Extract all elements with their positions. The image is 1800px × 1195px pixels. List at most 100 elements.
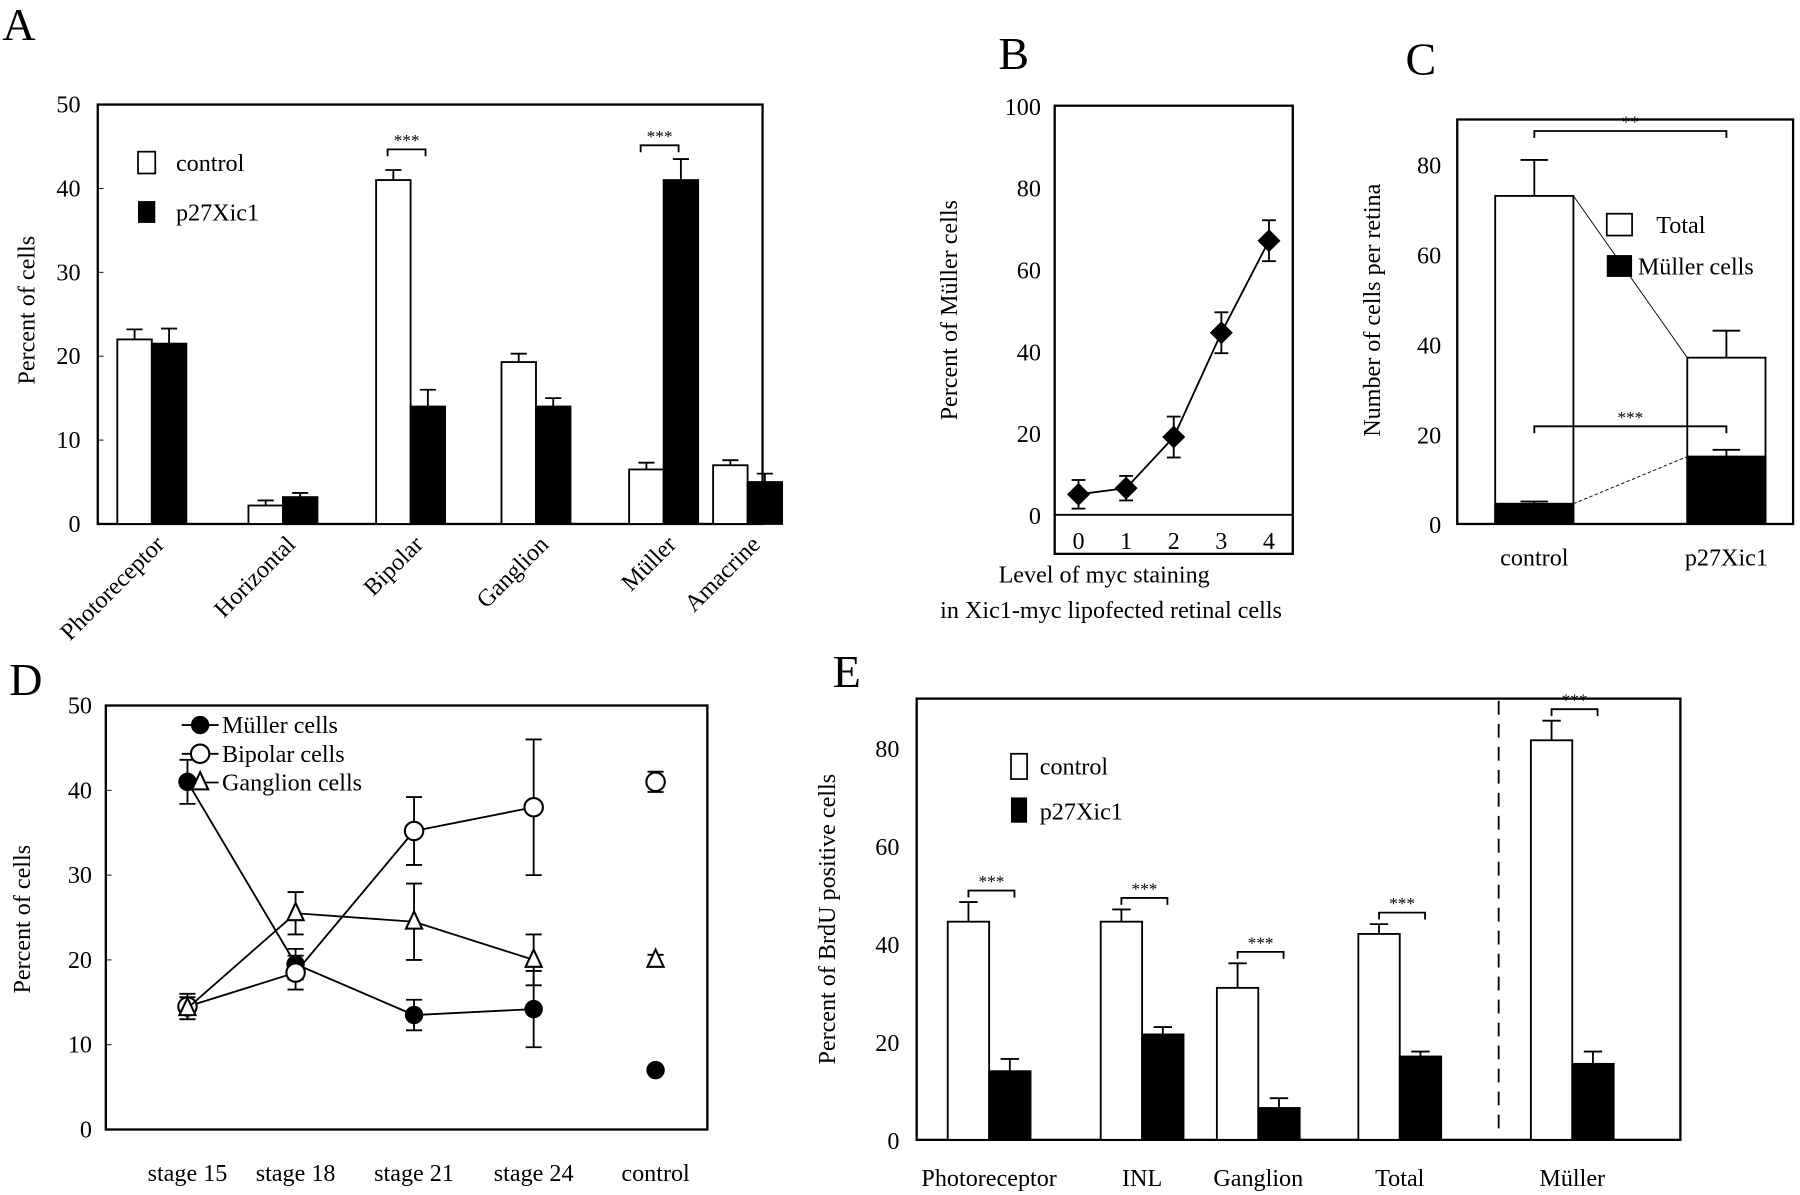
ticks-c: 0 20 40 60 80 <box>1417 153 1441 540</box>
panel-label-c: C <box>1405 34 1436 85</box>
y-tick-label: 0 <box>80 1117 92 1144</box>
y-tick-label: 60 <box>1017 258 1041 285</box>
significance-bracket <box>1550 708 1599 717</box>
x-categories-c: control p27Xic1 <box>1500 544 1768 571</box>
significance-bracket <box>967 889 1016 898</box>
significance-stars: *** <box>1562 691 1588 710</box>
filled-circle-marker <box>404 1005 424 1025</box>
bar-control <box>375 179 412 525</box>
x-tick-label: 4 <box>1263 528 1275 555</box>
ticks-e: 0 20 40 60 80 <box>875 736 899 1155</box>
bars-e: *** *** *** *** *** <box>946 691 1615 1141</box>
ticks-b: 0 20 40 60 80 100 0 1 2 3 4 <box>1005 94 1293 555</box>
legend-label-p27xic1: p27Xic1 <box>176 200 259 227</box>
significance-bracket <box>1120 897 1169 905</box>
significance-stars: *** <box>979 872 1005 891</box>
legend-c: Total Müller cells <box>1605 212 1754 281</box>
bar-control <box>628 468 665 525</box>
y-axis-label-a: Percent of cells <box>13 236 40 385</box>
legend-swatch-control <box>137 150 157 175</box>
bar-p27xic1 <box>1141 1033 1185 1141</box>
panel-d: D Percent of cells 0 10 20 30 40 50 stage 15 st… <box>9 654 709 1187</box>
bar-p27xic1 <box>1571 1062 1615 1141</box>
filled-circle-marker <box>646 1060 665 1080</box>
y-axis-label-c: Number of cells per retina <box>1359 183 1386 436</box>
bar-p27xic1 <box>988 1070 1032 1141</box>
x-category-label: Ganglion <box>1213 1165 1303 1192</box>
y-axis-label-d: Percent of cells <box>9 845 36 994</box>
diamond-marker <box>1114 476 1138 500</box>
bars-c: ***** <box>1494 113 1767 525</box>
legend-label-control-e: control <box>1040 753 1109 780</box>
x-tick-label: 1 <box>1120 528 1132 555</box>
y-tick-label: 100 <box>1005 94 1041 121</box>
bar-muller <box>1494 502 1575 525</box>
legend-label-muller: Müller cells <box>1638 254 1754 281</box>
y-tick-label: 40 <box>68 777 92 804</box>
x-tick-label: 2 <box>1168 528 1180 555</box>
y-tick-label: 50 <box>68 693 92 720</box>
bars-a: *** *** <box>116 127 784 525</box>
series-line-1 <box>187 806 534 1008</box>
legend-swatch-p27xic1 <box>138 201 156 223</box>
y-tick-label: 10 <box>68 1032 92 1059</box>
bar-p27xic1 <box>746 481 784 525</box>
diamond-marker <box>1067 482 1091 506</box>
y-tick-label: 20 <box>1417 422 1441 449</box>
y-ticks-a: 0 10 20 30 40 50 <box>56 92 104 538</box>
y-tick-label: 40 <box>1417 332 1441 359</box>
bar-control <box>1357 933 1401 1141</box>
y-tick-label: 80 <box>1017 176 1041 203</box>
x-category-label: control <box>1500 544 1569 571</box>
diamond-marker <box>1209 321 1233 345</box>
y-tick-label: 40 <box>56 175 80 202</box>
y-tick-label: 80 <box>1417 153 1441 180</box>
y-axis-label-b: Percent of Müller cells <box>936 200 963 420</box>
y-tick-label: 0 <box>887 1128 899 1155</box>
open-circle-marker <box>189 743 211 764</box>
legend-label-total: Total <box>1656 212 1706 239</box>
x-category-label: control <box>621 1160 690 1187</box>
bar-control <box>247 504 284 525</box>
y-tick-label: 0 <box>68 511 80 538</box>
panel-c: C Number of cells per retina 0 20 40 60 80 *… <box>1359 34 1795 571</box>
panel-b: B Percent of Müller cells 0 20 40 60 80 100 0 1… <box>936 28 1294 624</box>
y-tick-label: 50 <box>56 92 80 119</box>
legend-swatch-total <box>1605 212 1633 237</box>
series-b <box>1067 219 1281 510</box>
legend-label: Ganglion cells <box>222 770 362 797</box>
x-category-label: INL <box>1122 1165 1162 1192</box>
x-category-label: stage 15 <box>148 1160 228 1187</box>
open-triangle-marker <box>645 947 666 968</box>
x-category-label: Ganglion <box>471 531 554 614</box>
open-triangle-marker <box>190 769 210 791</box>
open-triangle-marker <box>285 900 306 922</box>
x-category-label: Photoreceptor <box>921 1165 1056 1192</box>
open-triangle-marker <box>523 947 544 968</box>
x-categories-a: Photoreceptor Horizontal Bipolar Ganglion Mü… <box>55 531 766 646</box>
y-tick-label: 20 <box>1017 421 1041 448</box>
series-d <box>177 738 666 1080</box>
x-category-label: stage 18 <box>256 1160 336 1187</box>
bar-control <box>712 464 749 525</box>
significance-muller-bracket <box>1533 425 1728 434</box>
plot-frame-c <box>1456 118 1795 526</box>
bar-control <box>1215 986 1260 1141</box>
y-tick-label: 40 <box>1017 339 1041 366</box>
bar-control <box>1529 739 1574 1141</box>
legend-swatch-control-e <box>1010 752 1028 780</box>
x-category-label: Amacrine <box>679 531 765 617</box>
y-tick-label: 80 <box>875 736 899 763</box>
legend-swatch-p27xic1-e <box>1010 797 1028 823</box>
open-circle-marker <box>645 771 666 793</box>
significance-stars: *** <box>647 127 673 146</box>
connector-muller <box>1573 456 1688 505</box>
legend-e: control p27Xic1 <box>1010 752 1123 825</box>
y-tick-label: 60 <box>875 834 899 861</box>
bar-control <box>946 920 991 1141</box>
y-tick-label: 20 <box>68 947 92 974</box>
significance-bracket <box>1236 950 1285 959</box>
bar-p27xic1 <box>282 496 319 525</box>
significance-total-stars: ** <box>1622 113 1639 132</box>
significance-bracket <box>386 148 427 157</box>
